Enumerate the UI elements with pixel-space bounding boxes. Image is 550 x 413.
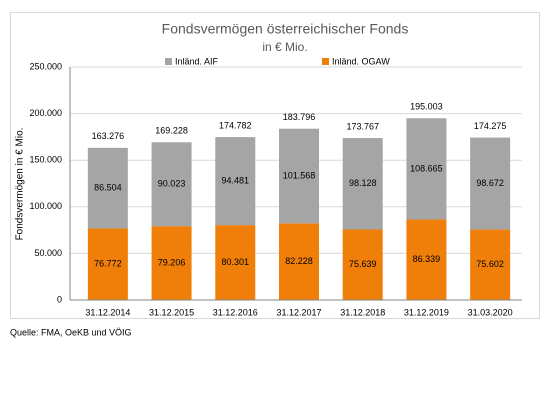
total-label: 174.782: [219, 120, 252, 130]
chart-title: Fondsvermögen österreichischer Fonds: [162, 21, 409, 37]
total-label: 169.228: [155, 126, 188, 136]
bar-segment: [470, 137, 511, 230]
value-label: 98.128: [349, 178, 377, 188]
y-tick-label: 150.000: [29, 155, 62, 165]
value-label: 86.339: [413, 254, 441, 264]
total-label: 173.767: [346, 121, 379, 131]
value-label: 108.665: [410, 163, 443, 173]
y-tick-label: 100.000: [29, 201, 62, 211]
value-label: 79.206: [158, 257, 186, 267]
bar-segment: [342, 138, 383, 230]
value-label: 75.602: [476, 259, 504, 269]
y-tick-label: 250.000: [29, 61, 62, 71]
x-tick-label: 31.12.2014: [85, 307, 130, 317]
y-tick-label: 50.000: [34, 248, 62, 258]
value-label: 82.228: [285, 256, 313, 266]
chart-subtitle: in € Mio.: [262, 40, 307, 54]
x-tick-label: 31.12.2017: [276, 307, 321, 317]
bar-segment: [215, 225, 256, 300]
value-label: 94.481: [222, 176, 250, 186]
x-tick-label: 31.03.2020: [468, 307, 513, 317]
legend-label: Inländ. AIF: [175, 56, 219, 66]
value-label: 80.301: [222, 257, 250, 267]
total-label: 163.276: [92, 131, 125, 141]
value-label: 101.568: [283, 170, 316, 180]
legend-swatch: [165, 58, 172, 65]
total-label: 174.275: [474, 121, 507, 131]
y-axis-label: Fondsvermögen in € Mio.: [15, 128, 26, 241]
bar-segment: [406, 219, 447, 300]
legend-swatch: [322, 58, 329, 65]
value-label: 86.504: [94, 183, 122, 193]
x-tick-label: 31.12.2016: [213, 307, 258, 317]
y-tick-label: 0: [57, 294, 62, 304]
value-label: 90.023: [158, 179, 186, 189]
bar-segment: [87, 147, 128, 229]
bar-segment: [151, 226, 192, 300]
x-tick-label: 31.12.2019: [404, 307, 449, 317]
bar-segment: [215, 137, 256, 226]
y-tick-label: 200.000: [29, 108, 62, 118]
value-label: 98.672: [476, 178, 504, 188]
bar-segment: [470, 229, 511, 300]
x-tick-label: 31.12.2018: [340, 307, 385, 317]
bar-segment: [151, 142, 192, 227]
bar-segment: [406, 118, 447, 220]
value-label: 76.772: [94, 259, 122, 269]
x-tick-label: 31.12.2015: [149, 307, 194, 317]
bar-segment: [279, 223, 319, 300]
bar-segment: [87, 228, 128, 300]
legend-label: Inländ. OGAW: [332, 56, 390, 66]
bar-segment: [342, 229, 383, 300]
value-label: 75.639: [349, 259, 377, 269]
total-label: 195.003: [410, 102, 443, 112]
total-label: 183.796: [283, 112, 316, 122]
bar-segment: [279, 128, 319, 224]
source: Quelle: FMA, OeKB und VÖIG: [10, 327, 132, 337]
